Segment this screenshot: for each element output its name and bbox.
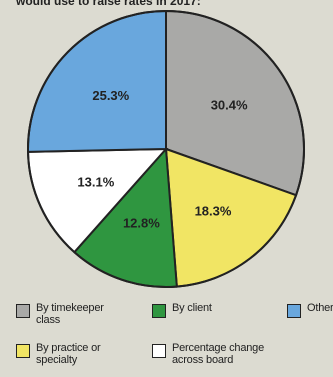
legend-label: By client — [172, 302, 212, 314]
legend-swatch — [152, 344, 166, 358]
legend: By timekeeper class By client Other By p… — [0, 296, 333, 377]
legend-label: Other — [307, 302, 333, 314]
legend-label: By practice or specialty — [36, 342, 101, 366]
pie-slice-value-label: 12.8% — [123, 215, 160, 230]
pie-slice-value-label: 13.1% — [77, 174, 114, 189]
pie-slice-value-label: 18.3% — [195, 203, 232, 218]
legend-item-by-timekeeper-class: By timekeeper class — [16, 302, 104, 326]
legend-label: By timekeeper class — [36, 302, 104, 326]
legend-swatch — [16, 344, 30, 358]
pie-slice-value-label: 25.3% — [92, 88, 129, 103]
caption-fragment: would use to raise rates in 2017: — [16, 0, 201, 8]
legend-item-other: Other — [287, 302, 333, 318]
legend-swatch — [16, 304, 30, 318]
pie-slice-other — [27, 9, 167, 153]
pie-slice-labels: 30.4% 18.3% 12.8% 13.1% 25.3% — [77, 88, 248, 230]
legend-item-percentage-change-across-board: Percentage change across board — [152, 342, 264, 366]
legend-label: Percentage change across board — [172, 342, 265, 366]
legend-swatch — [152, 304, 166, 318]
legend-item-by-client: By client — [152, 302, 212, 318]
pie-slices — [27, 9, 305, 288]
pie-slice-value-label: 30.4% — [211, 97, 248, 112]
pie-chart: 30.4% 18.3% 12.8% 13.1% 25.3% — [27, 9, 305, 288]
legend-item-by-practice-or-specialty: By practice or specialty — [16, 342, 101, 366]
legend-swatch — [287, 304, 301, 318]
pie-outline — [27, 10, 305, 288]
